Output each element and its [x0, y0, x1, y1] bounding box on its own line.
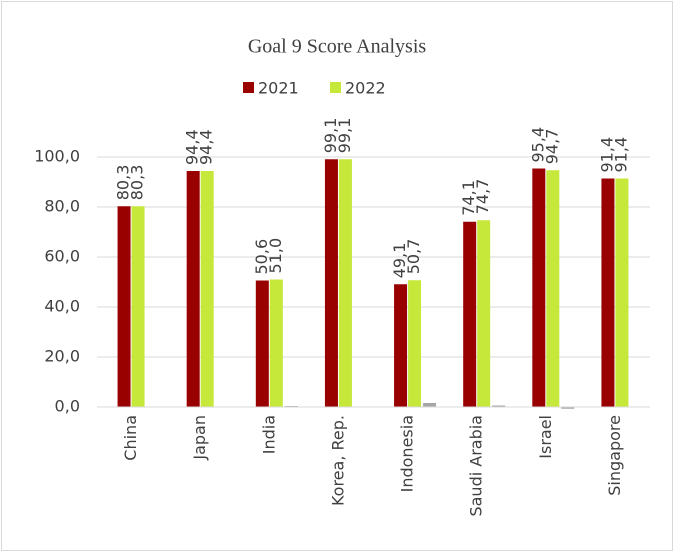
- data-label: 91,4: [611, 137, 630, 173]
- bar: [269, 279, 283, 407]
- data-label: 91,4: [597, 137, 616, 173]
- bar: [338, 159, 352, 407]
- y-tick-label: 60,0: [44, 247, 80, 266]
- data-label: 80,3: [114, 165, 133, 201]
- bar: [255, 280, 269, 407]
- bar: [532, 168, 546, 407]
- x-tick-label: Saudi Arabia: [467, 415, 486, 517]
- bar: [546, 170, 560, 407]
- x-tick-label: China: [121, 415, 140, 461]
- y-tick-label: 0,0: [55, 397, 80, 416]
- x-tick-label: Korea, Rep.: [328, 415, 347, 506]
- data-label: 74,7: [473, 179, 492, 215]
- legend-swatch: [243, 82, 254, 93]
- data-label: 94,7: [542, 129, 561, 165]
- bar: [394, 284, 408, 407]
- legend-label: 2022: [345, 79, 386, 98]
- data-label: 99,1: [321, 118, 340, 154]
- bar: [615, 178, 629, 407]
- x-tick-label: Indonesia: [398, 415, 417, 492]
- legend-swatch: [330, 82, 341, 93]
- data-label: 51,0: [266, 238, 285, 274]
- x-tick-label: Singapore: [605, 415, 624, 496]
- bar: [477, 220, 491, 407]
- bar: [131, 206, 145, 407]
- data-label: 50,7: [404, 239, 423, 275]
- y-tick-label: 80,0: [44, 197, 80, 216]
- data-label: 49,1: [390, 243, 409, 279]
- bar: [423, 403, 437, 407]
- data-label: 74,1: [459, 180, 478, 216]
- data-label: 99,1: [335, 118, 354, 154]
- chart-title: Goal 9 Score Analysis: [248, 36, 427, 58]
- data-label: 94,4: [183, 129, 202, 165]
- bar: [601, 178, 615, 407]
- bar: [463, 221, 477, 407]
- data-label: 95,4: [528, 127, 547, 163]
- y-tick-label: 40,0: [44, 297, 80, 316]
- x-tick-label: Israel: [536, 415, 555, 459]
- data-label: 94,4: [197, 129, 216, 165]
- bar: [186, 171, 200, 407]
- legend-label: 2021: [258, 79, 299, 98]
- bar: [561, 407, 575, 409]
- y-tick-label: 20,0: [44, 347, 80, 366]
- y-tick-label: 100,0: [34, 147, 80, 166]
- bar: [200, 171, 214, 407]
- data-label: 80,3: [128, 165, 147, 201]
- x-tick-label: India: [259, 415, 278, 454]
- data-label: 50,6: [252, 239, 271, 275]
- bar: [324, 159, 338, 407]
- x-tick-label: Japan: [190, 415, 209, 461]
- bar: [492, 405, 506, 407]
- bar: [117, 206, 131, 407]
- bar: [408, 280, 422, 407]
